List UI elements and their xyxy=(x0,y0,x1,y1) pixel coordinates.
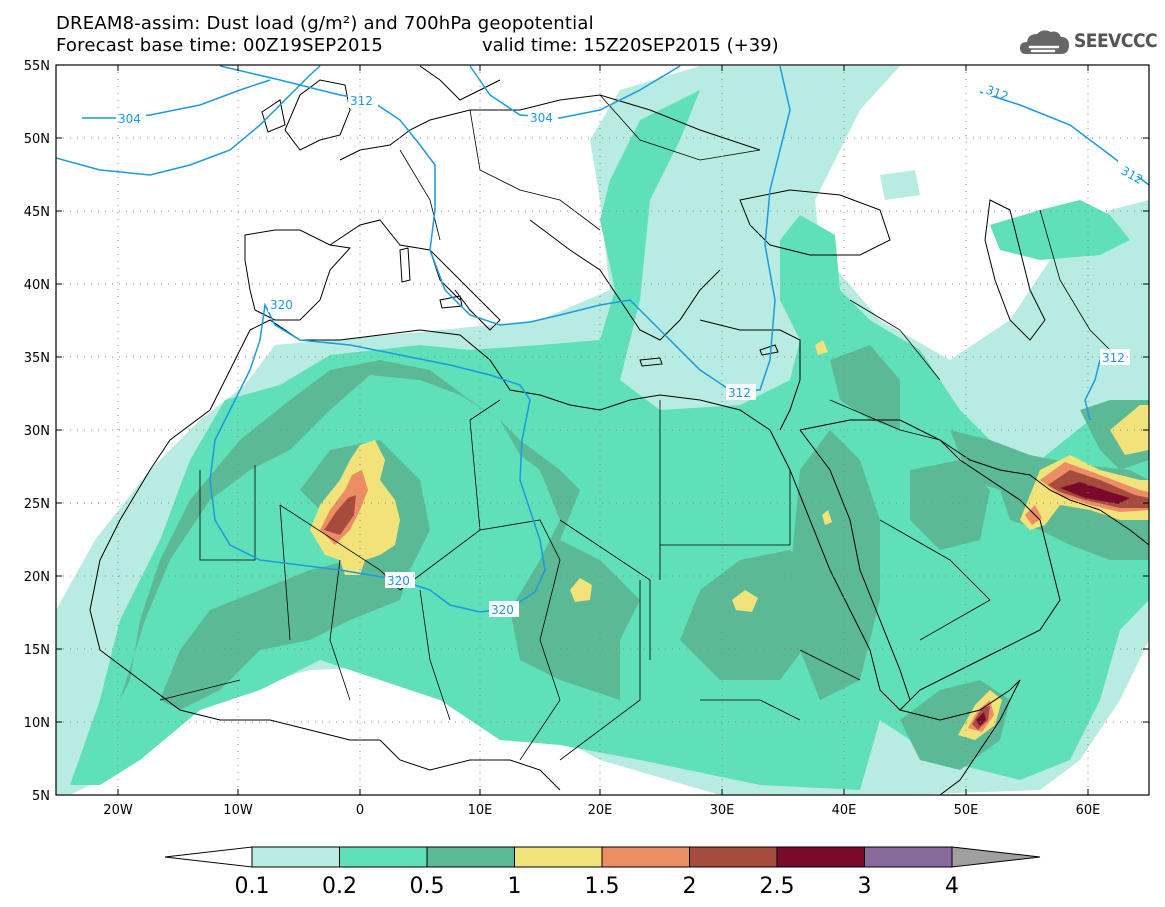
map-title: DREAM8-assim: Dust load (g/m²) and 700hP… xyxy=(56,13,594,34)
dust-area-2 xyxy=(324,495,356,535)
latitude-label: 55N xyxy=(24,59,50,74)
axis-ticks xyxy=(56,64,1149,796)
latitude-label: 50N xyxy=(24,132,50,147)
colorbar: 0.1 0.2 0.5 1 1.5 2 2.5 3 4 xyxy=(164,846,1041,899)
latitude-label: 25N xyxy=(24,497,50,512)
colorbar-label: 0.5 xyxy=(410,874,445,899)
cloud-icon xyxy=(1020,30,1069,54)
colorbar-swatch xyxy=(339,846,428,868)
country-borders xyxy=(159,94,1121,761)
longitude-label: 10W xyxy=(223,803,253,818)
valid-time: valid time: 15Z20SEP2015 (+39) xyxy=(482,35,779,56)
colorbar-label: 2 xyxy=(683,874,697,899)
contour-304-mid xyxy=(469,65,681,119)
colorbar-swatch xyxy=(601,846,690,868)
colorbar-label: 4 xyxy=(945,874,959,899)
contour-label: 304 xyxy=(118,112,141,126)
contour-label: 320 xyxy=(270,298,293,312)
latitude-label: 10N xyxy=(24,716,50,731)
contour-label: 312 xyxy=(1102,351,1125,365)
contour-label: 320 xyxy=(491,603,514,617)
contour-304-label-line xyxy=(82,79,271,119)
colorbar-swatch xyxy=(514,846,603,868)
longitude-label: 20E xyxy=(588,803,613,818)
colorbar-swatch xyxy=(864,846,953,868)
contour-label: 312 xyxy=(728,386,751,400)
seevccc-logo: SEEVCCC xyxy=(1018,26,1158,58)
longitude-labels: 20W 10W 0 10E 20E 30E 40E 50E 60E xyxy=(103,803,1100,818)
contour-label: 320 xyxy=(387,574,410,588)
colorbar-over-triangle xyxy=(951,846,1041,868)
latitude-label: 35N xyxy=(24,351,50,366)
dust-area-2-5 xyxy=(1060,482,1130,504)
colorbar-label: 2.5 xyxy=(760,874,795,899)
latitude-label: 30N xyxy=(24,424,50,439)
longitude-label: 30E xyxy=(710,803,735,818)
colorbar-swatch xyxy=(426,846,515,868)
longitude-label: 0 xyxy=(356,803,364,818)
colorbar-label: 0.1 xyxy=(235,874,270,899)
longitude-label: 60E xyxy=(1076,803,1101,818)
longitude-label: 50E xyxy=(954,803,979,818)
contour-labels: 304 312 304 312 312 320 312 312 320 320 xyxy=(116,80,1148,617)
graticule xyxy=(56,64,1149,796)
colorbar-label: 1 xyxy=(508,874,522,899)
colorbar-swatch xyxy=(689,846,778,868)
latitude-label: 40N xyxy=(24,278,50,293)
latitude-label: 5N xyxy=(32,789,50,804)
dust-area-0-5 xyxy=(120,360,640,700)
contour-label: 312 xyxy=(350,94,373,108)
longitude-label: 40E xyxy=(832,803,857,818)
coastlines xyxy=(89,65,1149,795)
longitude-label: 20W xyxy=(103,803,133,818)
colorbar-label: 1.5 xyxy=(585,874,620,899)
colorbar-label: 3 xyxy=(858,874,872,899)
latitude-label: 15N xyxy=(24,643,50,658)
latitude-label: 20N xyxy=(24,570,50,585)
colorbar-under-triangle xyxy=(164,846,253,868)
colorbar-swatch xyxy=(776,846,865,868)
forecast-base-time: Forecast base time: 00Z19SEP2015 xyxy=(56,35,383,56)
contour-312-a xyxy=(219,65,791,391)
contour-312-far-east xyxy=(1084,359,1101,421)
logo-text: SEEVCCC xyxy=(1074,30,1158,52)
longitude-label: 10E xyxy=(468,803,493,818)
contour-304-west xyxy=(56,65,321,176)
latitude-labels: 55N 50N 45N 40N 35N 30N 25N 20N 15N 10N 5N xyxy=(24,59,50,804)
colorbar-swatch xyxy=(251,846,340,868)
colorbar-label: 0.2 xyxy=(322,874,357,899)
contour-label: 304 xyxy=(530,111,553,125)
latitude-label: 45N xyxy=(24,205,50,220)
